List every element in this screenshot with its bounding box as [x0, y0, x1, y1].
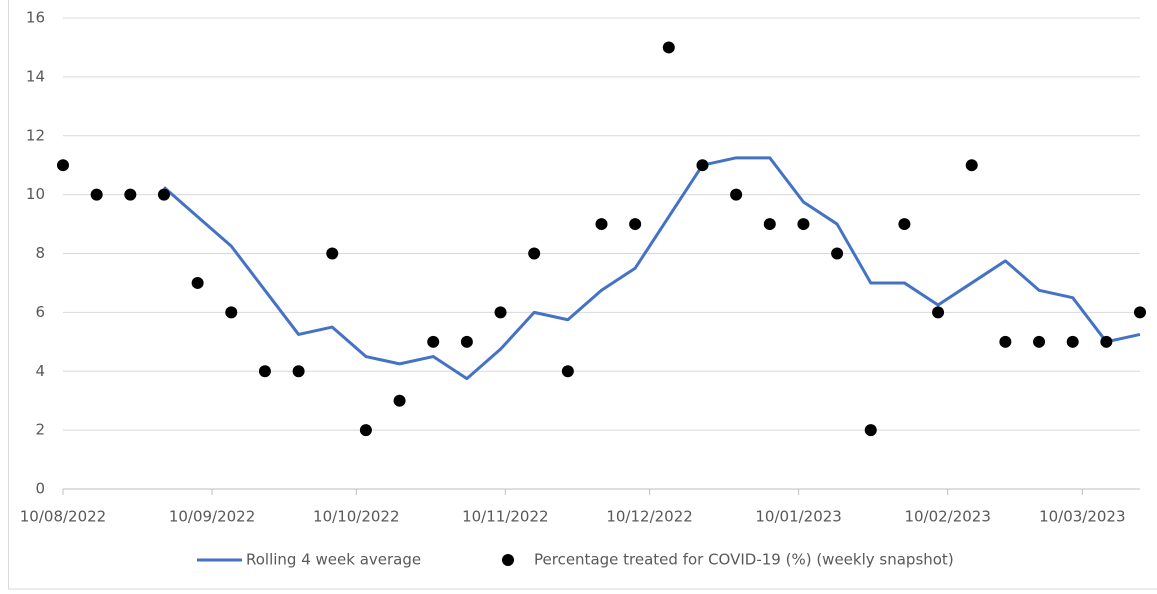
data-point [394, 395, 406, 407]
y-tick-label: 16 [26, 9, 45, 27]
x-tick-label: 10/12/2022 [606, 508, 692, 526]
data-point [192, 277, 204, 289]
y-tick-label: 10 [26, 185, 45, 203]
data-point [663, 41, 675, 53]
data-point [831, 248, 843, 260]
y-tick-label: 2 [35, 421, 45, 439]
legend-label: Rolling 4 week average [246, 551, 421, 569]
data-point [999, 336, 1011, 348]
x-tick-label: 10/03/2023 [1039, 508, 1125, 526]
data-point [57, 159, 69, 171]
data-point [932, 306, 944, 318]
data-point [259, 365, 271, 377]
y-tick-label: 4 [35, 362, 45, 380]
data-point [764, 218, 776, 230]
x-tick-label: 10/09/2022 [169, 508, 255, 526]
data-point [1067, 336, 1079, 348]
y-tick-label: 14 [26, 67, 45, 85]
x-tick-label: 10/02/2023 [904, 508, 990, 526]
x-tick-label: 10/10/2022 [313, 508, 399, 526]
y-tick-label: 6 [35, 303, 45, 321]
data-point [562, 365, 574, 377]
data-point [91, 189, 103, 201]
x-tick-label: 10/11/2022 [462, 508, 548, 526]
data-point [596, 218, 608, 230]
data-point [1134, 306, 1146, 318]
data-point [326, 248, 338, 260]
data-point [293, 365, 305, 377]
y-tick-label: 12 [26, 126, 45, 144]
legend-label: Percentage treated for COVID-19 (%) (wee… [534, 551, 954, 569]
data-point [461, 336, 473, 348]
data-point [797, 218, 809, 230]
legend-swatch [502, 554, 514, 566]
data-point [1100, 336, 1112, 348]
data-point [427, 336, 439, 348]
data-point [696, 159, 708, 171]
data-point [1033, 336, 1045, 348]
data-point [898, 218, 910, 230]
data-point [495, 306, 507, 318]
data-point [629, 218, 641, 230]
x-tick-label: 10/01/2023 [755, 508, 841, 526]
data-point [225, 306, 237, 318]
x-tick-label: 10/08/2022 [20, 508, 106, 526]
data-point [360, 424, 372, 436]
data-point [124, 189, 136, 201]
y-tick-label: 0 [35, 480, 45, 498]
data-point [966, 159, 978, 171]
chart-frame [9, 0, 1157, 589]
series-line [164, 158, 1140, 379]
data-point [865, 424, 877, 436]
data-point [158, 189, 170, 201]
y-tick-label: 8 [35, 244, 45, 262]
data-point [730, 189, 742, 201]
data-point [528, 248, 540, 260]
